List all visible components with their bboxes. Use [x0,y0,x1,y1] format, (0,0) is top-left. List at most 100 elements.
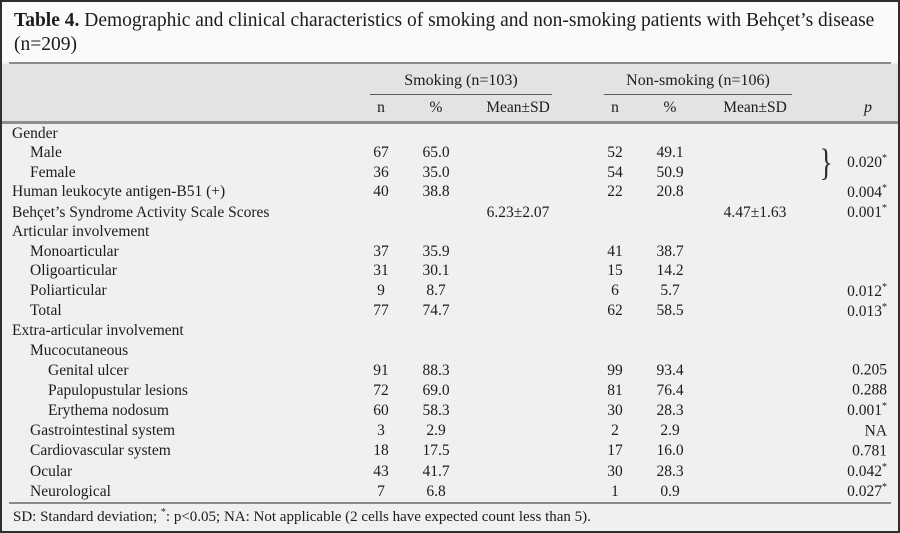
smoking-pct-cell: 2.9 [426,422,446,440]
nonsmoking-n-cell: 22 [607,183,623,201]
significance-star: * [882,182,888,194]
table-row: Erythema nodosum 60 58.3 30 28.3 0.001* [2,401,898,421]
p-value: 0.004* [847,182,888,201]
nonsmoking-pct-cell: 16.0 [656,442,684,460]
p-value-cell: 0.027* [810,481,898,501]
significance-star: * [882,281,888,293]
spacer-cell [570,163,590,183]
col-header-p: p [810,95,898,122]
nonsmoking-n-cell [590,202,640,222]
p-value-cell: 0.042* [810,461,898,481]
spacer-cell [570,380,590,400]
smoking-n-cell: 72 [373,381,389,399]
smoking-pct-cell [406,321,466,341]
smoking-pct-cell: 38.8 [422,183,450,201]
header-empty-cell [2,64,356,95]
row-label-cell: Gender [12,124,58,142]
p-value-cell: 0.012* [810,281,898,301]
row-label-cell: Gastrointestinal system [30,422,176,440]
nonsmoking-pct-cell: 28.3 [656,462,684,480]
smoking-mean-cell [466,242,570,262]
header-spacer-cell [570,95,591,122]
smoking-n-cell [356,222,406,242]
row-label-cell: Papulopustular lesions [48,381,188,399]
footnote-part2: : p<0.05; NA: Not applicable (2 cells ha… [165,508,591,525]
smoking-n-cell: 36 [373,163,389,181]
significance-star: * [882,301,888,313]
smoking-pct-cell: 41.7 [422,462,450,480]
smoking-n-cell: 60 [373,401,389,419]
smoking-pct-cell: 35.0 [422,163,450,181]
spacer-cell [570,242,590,262]
row-label-cell: Articular involvement [12,223,150,241]
p-value-cell: 0.004* [810,182,898,202]
smoking-mean-cell [466,182,570,202]
spacer-cell [570,143,590,163]
spacer-cell [570,222,590,242]
table-row: Neurological 7 6.8 1 0.9 0.027* [2,481,898,501]
spacer-cell [570,341,590,361]
table-body: Gender Male 67 65.0 52 49.1} 0.020* Female 36 35.… [2,122,898,502]
p-value-cell [810,321,898,341]
nonsmoking-pct-cell: 38.7 [656,242,684,260]
p-value-cell: 0.781 [810,441,898,461]
smoking-mean-cell: 6.23±2.07 [486,203,550,221]
nonsmoking-mean-cell [700,261,810,281]
spacer-cell [570,360,590,380]
table-row: Extra-articular involvement [2,321,898,341]
nonsmoking-n-cell: 17 [607,442,623,460]
p-value-cell [810,341,898,361]
smoking-mean-cell [466,281,570,301]
spacer-cell [570,261,590,281]
p-value: NA [864,422,888,440]
smoking-mean-cell [466,321,570,341]
row-label-cell: Neurological [30,482,111,500]
row-label-cell: Extra-articular involvement [12,322,184,340]
nonsmoking-n-cell: 62 [607,302,623,320]
smoking-mean-cell [466,122,570,143]
smoking-n-cell: 77 [373,302,389,320]
smoking-pct-cell [406,341,466,361]
nonsmoking-mean-cell: 4.47±1.63 [723,203,787,221]
nonsmoking-n-cell: 81 [607,381,623,399]
spacer-cell [570,441,590,461]
p-value-cell: 0.013* [810,301,898,321]
nonsmoking-n-cell [590,122,640,143]
nonsmoking-pct-cell [640,321,700,341]
table-row: Ocular 43 41.7 30 28.3 0.042* [2,461,898,481]
nonsmoking-pct-cell: 58.5 [656,302,684,320]
table-row: Genital ulcer 91 88.3 99 93.4 0.205 [2,360,898,380]
nonsmoking-n-cell: 99 [607,361,623,379]
nonsmoking-mean-cell [700,441,810,461]
col-header-pct-smoking: % [406,95,466,122]
group-header-nonsmoking-label: Non-smoking (n=106) [604,72,793,95]
col-header-pct-nonsmoking: % [640,95,701,122]
nonsmoking-mean-cell [700,401,810,421]
table-row: Articular involvement [2,222,898,242]
smoking-n-cell: 91 [373,361,389,379]
smoking-pct-cell: 35.9 [422,242,450,260]
row-label-cell: Human leukocyte antigen-B51 (+) [12,183,226,201]
p-value-cell [810,261,898,281]
nonsmoking-mean-cell [700,380,810,400]
nonsmoking-n-cell: 6 [611,282,619,300]
data-table: Smoking (n=103) Non-smoking (n=106) n % … [2,64,898,502]
row-label-cell: Female [30,163,76,181]
table-row: Behçet’s Syndrome Activity Scale Scores 6… [2,202,898,222]
nonsmoking-n-cell [590,321,640,341]
p-value: 0.781 [852,442,888,460]
row-label-cell: Mucocutaneous [30,341,129,359]
p-value: 0.001* [847,202,888,221]
table-row: Human leukocyte antigen-B51 (+) 40 38.8 22 2… [2,182,898,202]
smoking-mean-cell [466,222,570,242]
smoking-pct-cell [406,202,466,222]
smoking-mean-cell [466,380,570,400]
row-label-cell: Ocular [30,462,73,480]
p-value: 0.288 [852,382,888,400]
p-value: 0.020* [847,152,888,172]
row-label-cell: Total [30,302,62,320]
table-row: Monoarticular 37 35.9 41 38.7 [2,242,898,262]
smoking-pct-cell [406,122,466,143]
significance-star: * [882,152,888,164]
smoking-mean-cell [466,301,570,321]
